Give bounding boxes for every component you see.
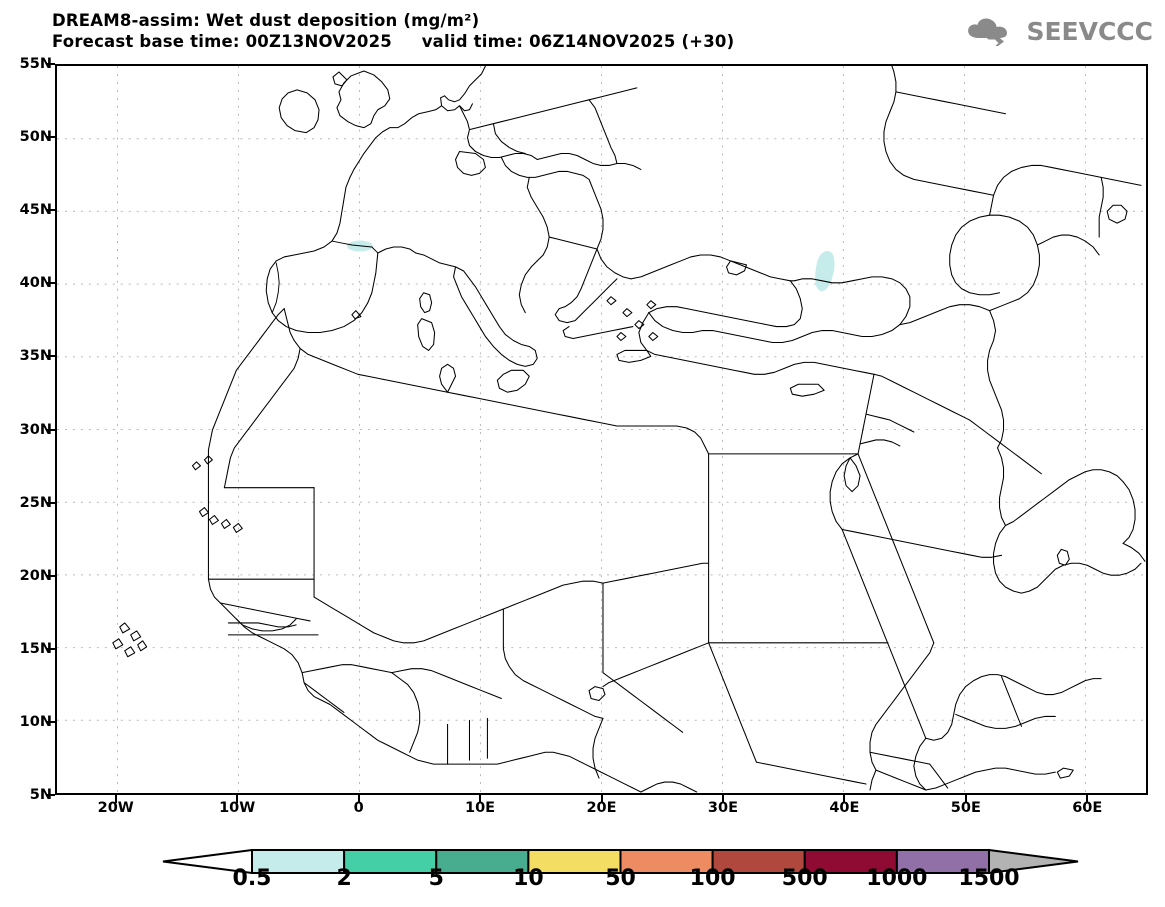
y-axis-tick	[47, 282, 55, 285]
map-geography	[112, 66, 1146, 793]
colorbar-tick-label: 10	[513, 866, 544, 891]
colorbar-tick-label: 5	[428, 866, 444, 891]
y-axis-tick-label: 25N	[19, 494, 52, 511]
map-plot-area	[55, 64, 1148, 795]
colorbar-tick-label: 2	[336, 866, 352, 891]
x-axis-tick-label: 20W	[97, 800, 134, 816]
x-axis-tick	[964, 795, 967, 803]
colorbar-tick-label: 1500	[958, 866, 1020, 891]
logo-text: SEEVCCC	[1026, 16, 1153, 46]
x-axis-tick	[1086, 795, 1089, 803]
colorbar-swatches	[162, 848, 1079, 875]
forecast-time-subtitle: Forecast base time: 00Z13NOV2025 valid t…	[52, 32, 735, 51]
page-title: DREAM8-assim: Wet dust deposition (mg/m²…	[52, 11, 480, 30]
y-axis-tick-label: 45N	[19, 202, 52, 219]
y-axis-tick-label: 50N	[19, 129, 52, 146]
y-axis-tick-label: 30N	[19, 421, 52, 438]
y-axis-tick-label: 55N	[19, 56, 52, 72]
x-axis-tick	[843, 795, 846, 803]
x-axis-tick	[236, 795, 239, 803]
x-axis-tick-label: 20E	[586, 800, 617, 816]
y-axis-tick-label: 35N	[19, 348, 52, 365]
colorbar-tick-label: 1000	[866, 866, 928, 891]
x-axis-tick	[721, 795, 724, 803]
chart-header: DREAM8-assim: Wet dust deposition (mg/m²…	[0, 0, 1165, 60]
colorbar-segment	[343, 849, 438, 874]
x-axis-tick-label: 0	[353, 800, 364, 816]
x-axis-tick	[357, 795, 360, 803]
x-axis-tick-label: 30E	[707, 800, 738, 816]
seevccc-logo: SEEVCCC	[965, 14, 1153, 48]
y-axis-tick	[47, 428, 55, 431]
y-axis-tick	[47, 720, 55, 723]
x-axis-tick-label: 40E	[829, 800, 860, 816]
colorbar-tick-label: 0.5	[232, 866, 272, 891]
y-axis-tick	[47, 647, 55, 650]
x-axis-tick	[479, 795, 482, 803]
colorbar-tick-label: 100	[689, 866, 736, 891]
y-axis-tick	[47, 574, 55, 577]
x-axis-tick-label: 60E	[1072, 800, 1103, 816]
y-axis-tick	[47, 794, 55, 796]
x-axis-tick-label: 50E	[950, 800, 981, 816]
colorbar-over-arrow	[988, 848, 1079, 875]
y-axis-tick-label: 10N	[19, 713, 52, 730]
y-axis-tick-label: 20N	[19, 567, 52, 584]
x-axis-tick	[114, 795, 117, 803]
x-axis-tick-label: 10W	[219, 800, 256, 816]
cloud-icon	[968, 18, 1008, 46]
y-axis-tick-label: 5N	[29, 787, 52, 803]
map-canvas	[57, 66, 1146, 793]
y-axis-tick	[47, 136, 55, 139]
colorbar-tick-label: 50	[605, 866, 636, 891]
y-axis-tick	[47, 209, 55, 212]
y-axis-tick-label: 40N	[19, 275, 52, 292]
colorbar-tick-label: 500	[781, 866, 828, 891]
map-gridlines	[57, 66, 1146, 793]
colorbar	[0, 840, 1165, 907]
y-axis-tick	[47, 501, 55, 504]
y-axis-tick	[47, 355, 55, 358]
y-axis-tick-label: 15N	[19, 640, 52, 657]
x-axis-tick-label: 10E	[465, 800, 496, 816]
y-axis-tick	[47, 63, 55, 65]
x-axis-tick	[600, 795, 603, 803]
